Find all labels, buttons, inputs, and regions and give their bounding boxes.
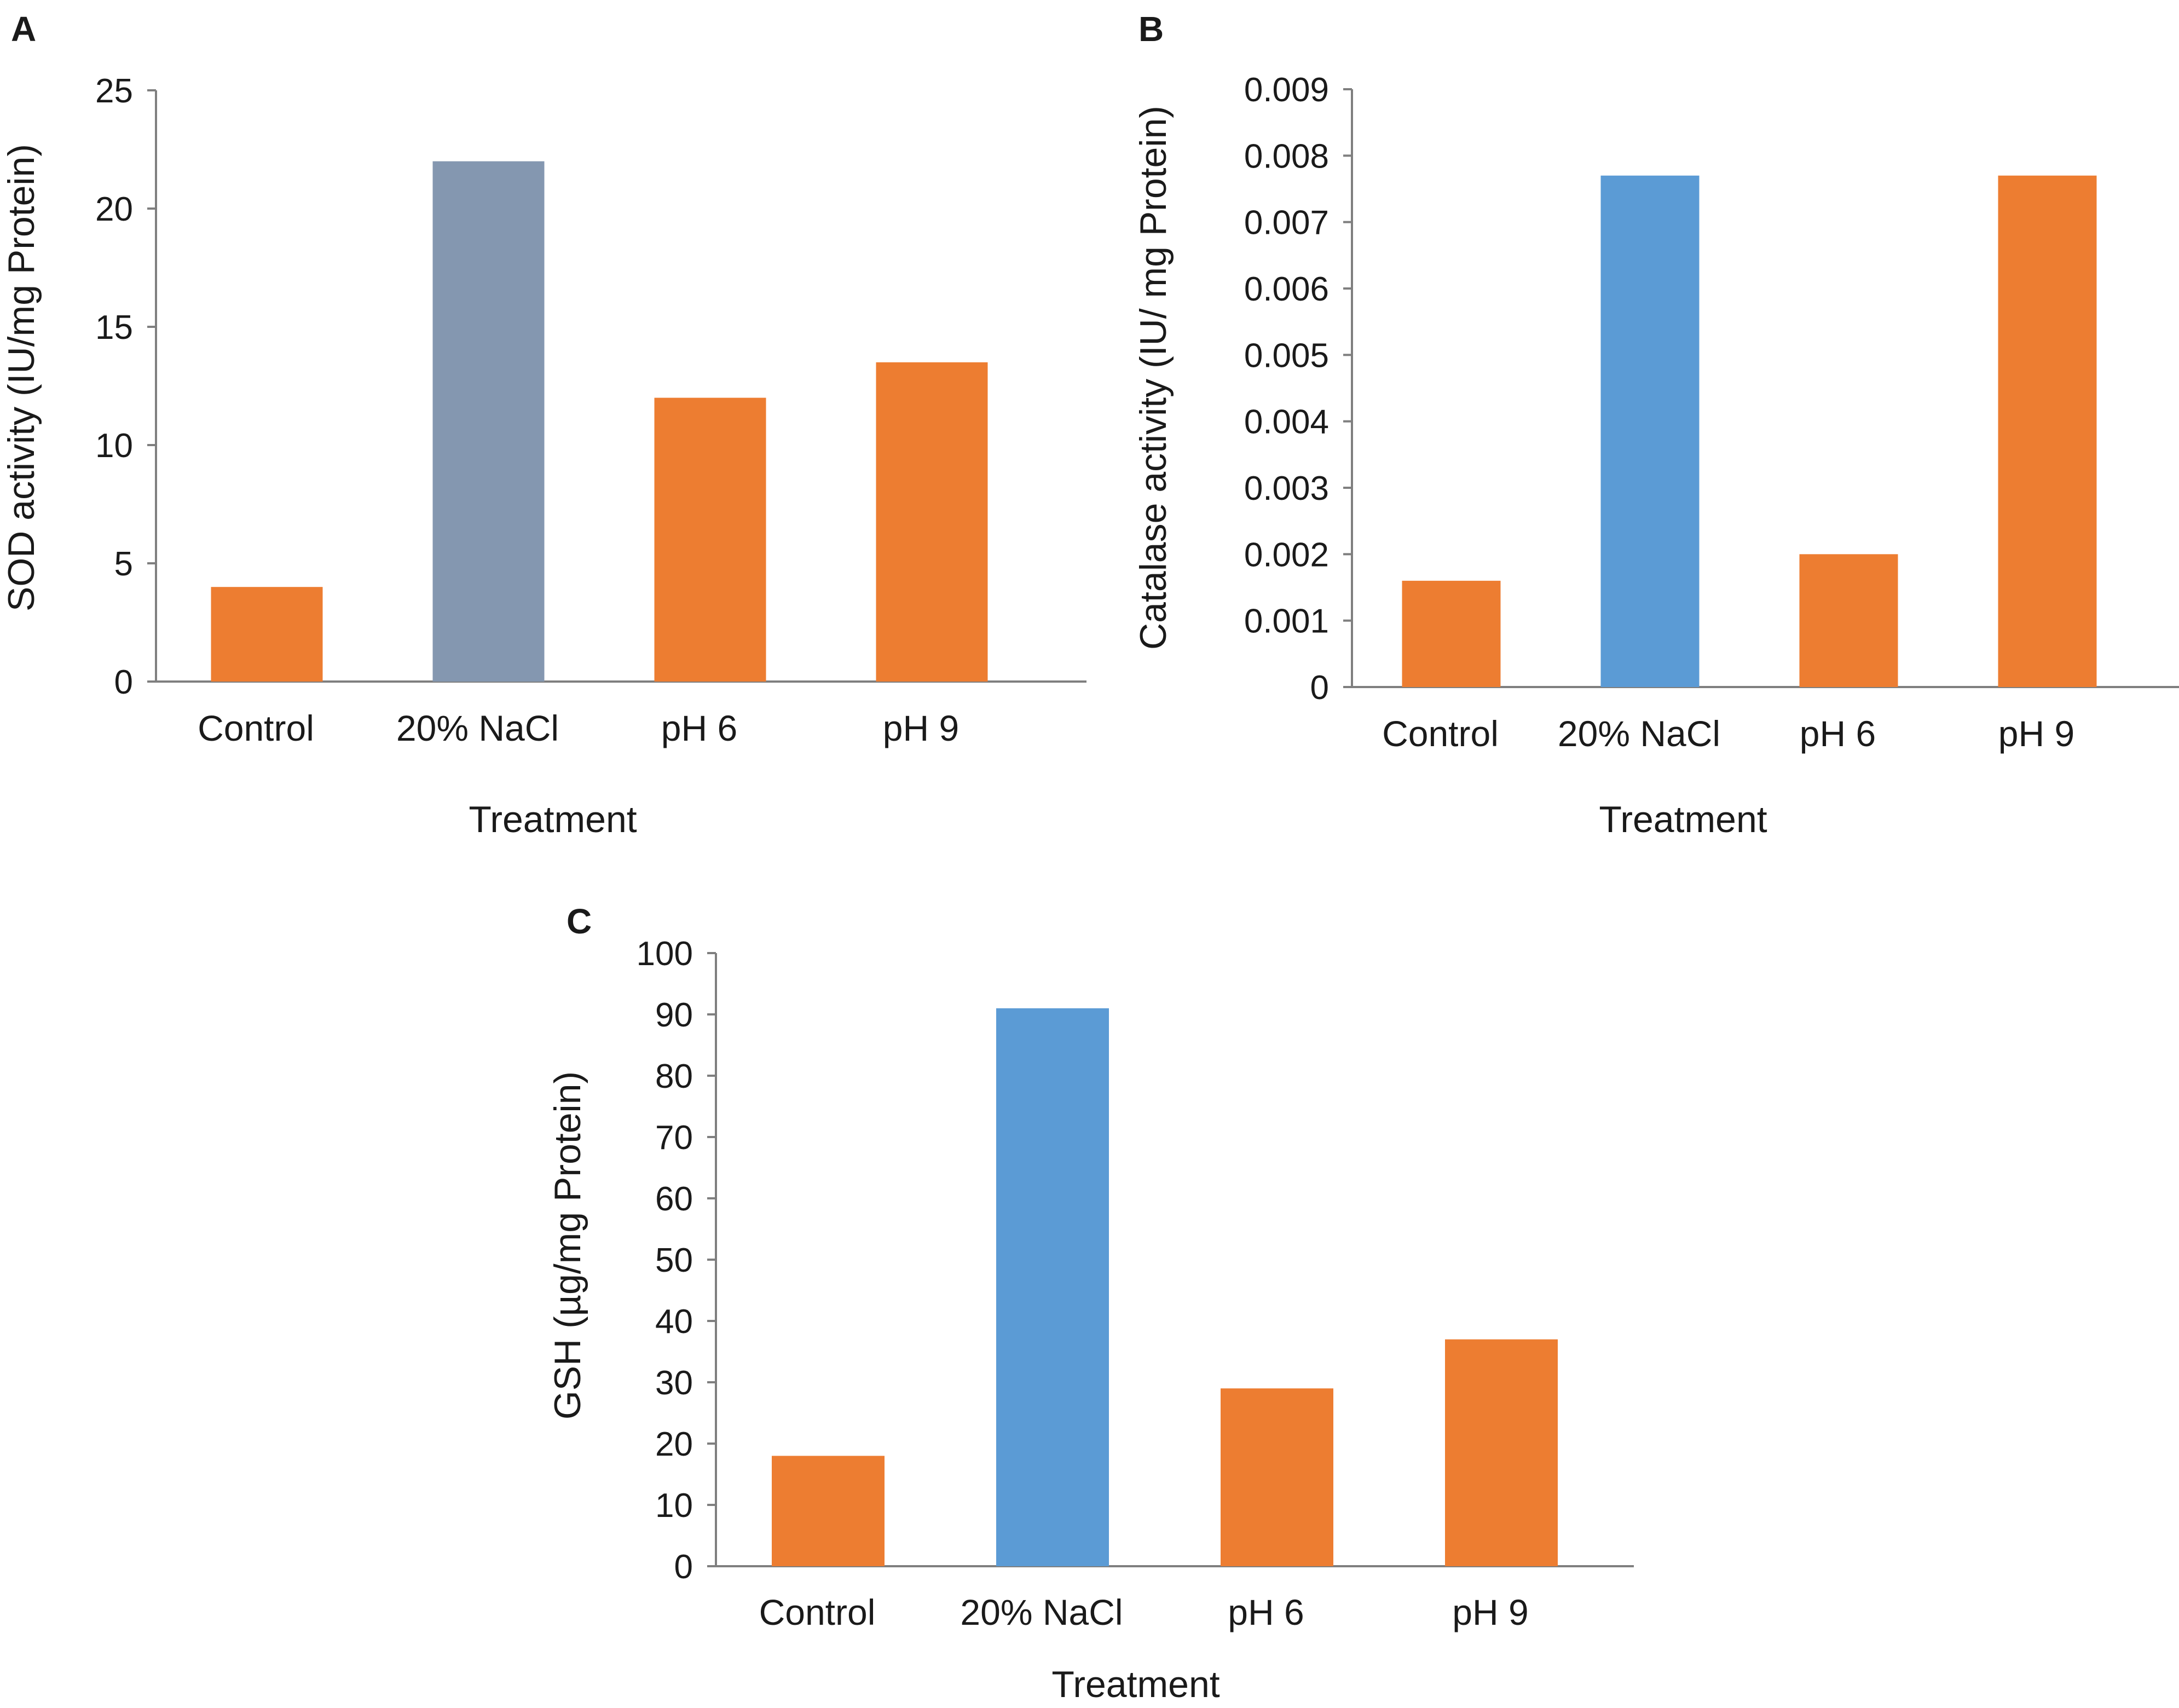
panel-a-y-tick-label: 10 [95,427,133,465]
panel-b-y-tick-label: 0.007 [1244,204,1329,242]
panel-c-y-tick-label: 60 [655,1180,693,1218]
panel-a-y-tick-label: 25 [95,72,133,110]
panel-c-y-tick-label: 100 [637,935,693,973]
panel-b-category-label: Control [1382,713,1499,754]
panel-c-bar [1221,1388,1333,1566]
panel-c-y-tick-label: 0 [674,1548,693,1586]
panel-c-y-tick-label: 30 [655,1364,693,1402]
panel-a: A SOD activity (IU/mg Protein) Treatment… [1,9,1086,840]
panel-a-y-tick-label: 20 [95,191,133,228]
panel-letter-c: C [567,902,592,941]
panel-b-category-label: 20% NaCl [1558,713,1720,754]
panel-a-bar [432,161,545,682]
panel-c-y-tick-label: 70 [655,1119,693,1157]
panel-c-category-label: 20% NaCl [960,1592,1123,1632]
panel-b-y-tick-label: 0.002 [1244,536,1329,574]
panel-b-y-axis-title: Catalase activity (IU/ mg Protein) [1132,106,1174,650]
panel-c-bar [996,1008,1109,1566]
panel-letter-a: A [11,9,36,49]
panel-a-bar [876,362,988,682]
panel-a-category-label: Control [198,708,314,748]
panel-a-y-tick-label: 0 [114,663,133,701]
panel-c-category-label: pH 6 [1228,1592,1304,1632]
panel-a-category-label: 20% NaCl [396,708,559,748]
panel-a-y-axis-title: SOD activity (IU/mg Protein) [1,144,42,611]
panel-c-y-tick-label: 40 [655,1303,693,1341]
panel-c-category-label: Control [759,1592,876,1632]
panel-b-bar [1998,175,2097,687]
panel-b-category-label: pH 6 [1800,713,1876,754]
panel-b-y-tick-label: 0.005 [1244,337,1329,374]
panel-b-bar [1799,554,1898,687]
panel-c-y-tick-label: 10 [655,1487,693,1525]
panel-a-y-tick-label: 5 [114,545,133,583]
panel-b-y-tick-label: 0.009 [1244,71,1329,109]
panel-c-category-label: pH 9 [1452,1592,1528,1632]
panel-c: C GSH (µg/mg Protein) Treatment 0 10 20 30 4… [547,902,1634,1705]
panel-b-y-tick-label: 0 [1310,669,1329,707]
panel-b-category-label: pH 9 [1998,713,2074,754]
panel-b-bar [1402,580,1501,687]
panel-c-y-tick-label: 20 [655,1426,693,1463]
panel-b-x-axis-title: Treatment [1599,799,1767,840]
panel-a-bar [211,587,323,682]
panel-a-y-tick-label: 15 [95,309,133,347]
panel-a-category-label: pH 6 [661,708,737,748]
panel-b: B Catalase activity (IU/ mg Protein) Tre… [1132,9,2179,840]
panel-b-y-tick-label: 0.006 [1244,270,1329,308]
panel-a-bar [654,397,766,682]
panel-b-y-tick-label: 0.008 [1244,137,1329,175]
panel-b-bar [1600,175,1700,687]
panel-a-category-label: pH 9 [883,708,959,748]
panel-c-y-tick-label: 90 [655,996,693,1034]
panel-c-y-axis-title: GSH (µg/mg Protein) [547,1071,588,1420]
panel-c-bar [772,1456,885,1566]
panel-c-bar [1445,1339,1558,1566]
panel-b-y-tick-label: 0.001 [1244,603,1329,641]
panel-c-y-tick-label: 50 [655,1242,693,1279]
panel-c-x-axis-title: Treatment [1051,1664,1219,1705]
panel-b-y-tick-label: 0.003 [1244,470,1329,507]
panel-b-y-tick-label: 0.004 [1244,403,1329,441]
panel-a-x-axis-title: Treatment [469,799,637,840]
panel-letter-b: B [1138,9,1164,49]
panel-c-y-tick-label: 80 [655,1058,693,1095]
